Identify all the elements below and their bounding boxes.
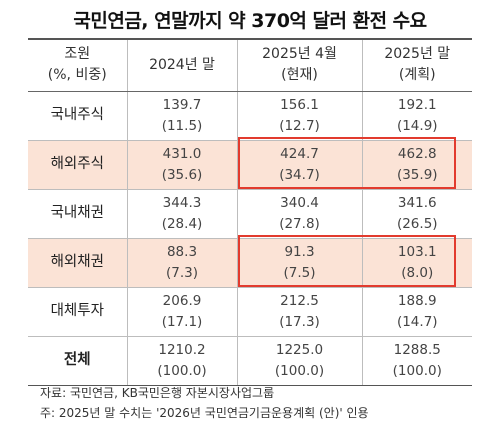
table-cell: 206.9 (17.1) — [126, 287, 237, 337]
cell-value: 344.3 — [162, 194, 202, 211]
table-cell: 103.1 (8.0) — [361, 238, 472, 288]
pension-allocation-table: 조원 (%, 비중) 2024년 말 2025년 4월 (현재) 2025년 말… — [28, 38, 472, 386]
cell-share: (27.8) — [279, 215, 320, 232]
table-row-total: 전체 1210.2 (100.0) 1225.0 (100.0) 1288.5 (10… — [28, 336, 472, 386]
header-2025-apr: 2025년 4월 (현재) — [236, 38, 362, 92]
table-row: 국내주식 139.7 (11.5) 156.1 (12.7) 192.1 (14.9) — [28, 91, 472, 141]
table-cell: 344.3 (28.4) — [126, 189, 237, 239]
table-row: 대체투자 206.9 (17.1) 212.5 (17.3) 188.9 (14.7) — [28, 287, 472, 337]
cell-share: (35.6) — [161, 166, 203, 183]
header-unit-sub: (%, 비중) — [47, 67, 107, 84]
table-cell: 188.9 (14.7) — [361, 287, 472, 337]
cell-share: (100.0) — [392, 362, 442, 379]
row-label: 전체 — [28, 336, 127, 386]
footnotes: 자료: 국민연금, KB국민은행 자본시장사업그룹 주: 2025년 말 수치는… — [40, 383, 369, 423]
page-title: 국민연금, 연말까지 약 370억 달러 환전 수요 — [73, 10, 427, 32]
header-2025-apr-label: 2025년 4월 — [262, 46, 337, 63]
header-unit-label: 조원 — [64, 46, 91, 63]
cell-value: 1210.2 — [158, 341, 206, 358]
source-note: 자료: 국민연금, KB국민은행 자본시장사업그룹 — [40, 386, 275, 400]
cell-share: (100.0) — [157, 362, 207, 379]
cell-value: 1225.0 — [275, 341, 324, 358]
footnote: 주: 2025년 말 수치는 '2026년 국민연금기금운용계획 (안)' 인용 — [40, 406, 369, 420]
cell-share: (17.1) — [161, 313, 203, 330]
table-cell: 431.0 (35.6) — [126, 140, 237, 190]
header-2024-end-label: 2024년 말 — [149, 56, 215, 73]
cell-value: 340.4 — [280, 194, 319, 211]
table-cell: 462.8 (35.9) — [361, 140, 472, 190]
cell-value: 91.3 — [284, 243, 315, 260]
table-cell: 139.7 (11.5) — [126, 91, 237, 141]
header-2024-end: 2024년 말 — [126, 38, 237, 92]
cell-value: 431.0 — [162, 145, 202, 162]
cell-share: (34.7) — [279, 166, 320, 183]
table-cell: 1225.0 (100.0) — [236, 336, 362, 386]
header-2025-end-label: 2025년 말 — [384, 46, 451, 63]
cell-share: (26.5) — [396, 215, 438, 232]
cell-value: 188.9 — [397, 292, 437, 309]
table-cell: 192.1 (14.9) — [361, 91, 472, 141]
header-row: 조원 (%, 비중) 2024년 말 2025년 4월 (현재) 2025년 말… — [28, 38, 472, 92]
header-2025-apr-sub: (현재) — [281, 67, 318, 84]
table-cell: 156.1 (12.7) — [236, 91, 362, 141]
cell-value: 192.1 — [397, 96, 437, 113]
row-label: 해외주식 — [28, 140, 127, 190]
cell-share: (28.4) — [161, 215, 203, 232]
cell-share: (8.0) — [401, 264, 434, 281]
cell-value: 139.7 — [162, 96, 202, 113]
cell-value: 88.3 — [166, 243, 198, 260]
table-cell: 341.6 (26.5) — [361, 189, 472, 239]
cell-share: (7.5) — [283, 264, 316, 281]
cell-value: 156.1 — [280, 96, 319, 113]
cell-value: 212.5 — [280, 292, 319, 309]
cell-share: (14.7) — [396, 313, 438, 330]
header-2025-end: 2025년 말 (계획) — [361, 38, 472, 92]
cell-share: (7.3) — [165, 264, 198, 281]
cell-value: 462.8 — [397, 145, 437, 162]
table-cell: 91.3 (7.5) — [236, 238, 362, 288]
header-unit: 조원 (%, 비중) — [28, 38, 127, 92]
cell-value: 1288.5 — [393, 341, 441, 358]
header-2025-end-sub: (계획) — [398, 67, 436, 84]
table-cell: 340.4 (27.8) — [236, 189, 362, 239]
cell-share: (12.7) — [279, 117, 320, 134]
row-label: 국내주식 — [28, 91, 127, 141]
row-label: 해외채권 — [28, 238, 127, 288]
table-cell: 212.5 (17.3) — [236, 287, 362, 337]
table-row: 해외주식 431.0 (35.6) 424.7 (34.7) 462.8 (35.9) — [28, 140, 472, 190]
table-row: 국내채권 344.3 (28.4) 340.4 (27.8) 341.6 (26.5) — [28, 189, 472, 239]
cell-value: 206.9 — [162, 292, 202, 309]
table-cell: 424.7 (34.7) — [236, 140, 362, 190]
cell-value: 341.6 — [397, 194, 437, 211]
table-cell: 1288.5 (100.0) — [361, 336, 472, 386]
cell-value: 424.7 — [280, 145, 319, 162]
row-label: 국내채권 — [28, 189, 127, 239]
table-row: 해외채권 88.3 (7.3) 91.3 (7.5) 103.1 (8.0) — [28, 238, 472, 288]
cell-share: (35.9) — [396, 166, 438, 183]
row-label: 대체투자 — [28, 287, 127, 337]
table-cell: 88.3 (7.3) — [126, 238, 237, 288]
cell-share: (11.5) — [161, 117, 203, 134]
cell-share: (14.9) — [396, 117, 438, 134]
cell-value: 103.1 — [397, 243, 437, 260]
table-cell: 1210.2 (100.0) — [126, 336, 237, 386]
cell-share: (100.0) — [274, 362, 325, 379]
cell-share: (17.3) — [279, 313, 320, 330]
